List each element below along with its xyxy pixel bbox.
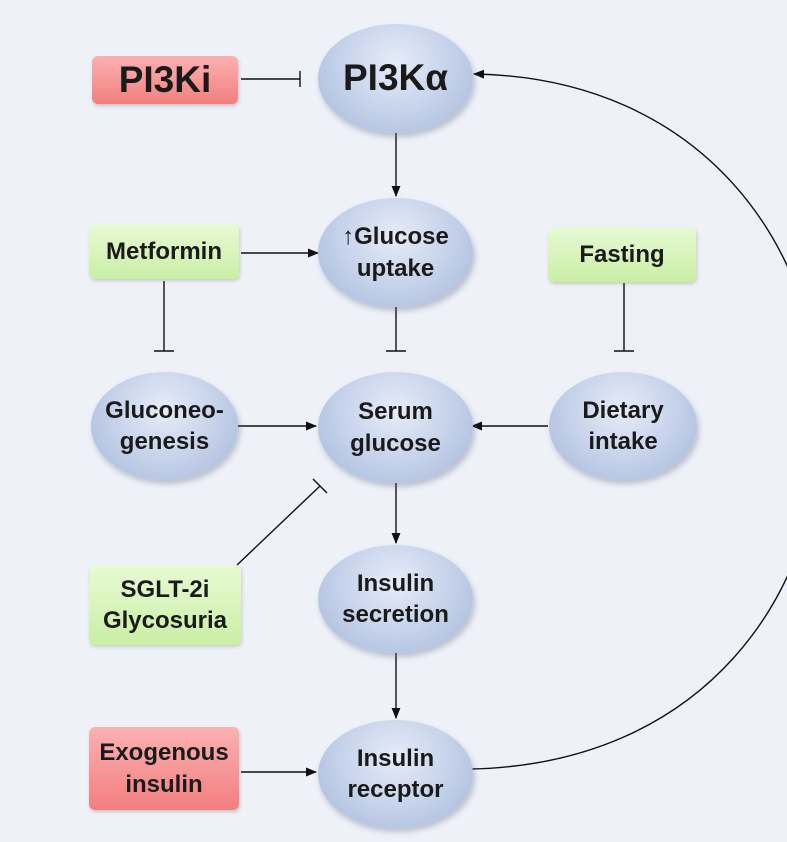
node-pi3ki-label: PI3Ki (118, 58, 212, 100)
up-arrow-icon: ↑ (342, 223, 355, 251)
node-exogenous-insulin: Exogenous insulin (89, 727, 239, 810)
node-glucose-uptake: ↑Glucose uptake (318, 198, 473, 307)
node-dietary-intake-label: Dietary intake (582, 396, 664, 455)
node-glucose-uptake-content: ↑Glucose uptake (342, 221, 449, 283)
node-sglt2i: SGLT-2i Glycosuria (89, 565, 241, 645)
node-dietary-intake: Dietary intake (549, 372, 697, 480)
edge-sglt2i-inhibits-serum-glucose-bar (312, 478, 328, 494)
node-sglt2i-label: SGLT-2i Glycosuria (102, 575, 228, 634)
node-fasting-label: Fasting (579, 240, 665, 268)
node-metformin-label: Metformin (106, 237, 222, 265)
node-fasting: Fasting (548, 227, 696, 282)
node-insulin-secretion-label: Insulin secretion (342, 569, 449, 628)
node-serum-glucose-label: Serum glucose (350, 398, 441, 457)
edge-insulin-receptor-feedback-to-pi3ka (469, 69, 787, 770)
node-insulin-receptor: Insulin receptor (318, 720, 473, 828)
node-insulin-secretion: Insulin secretion (318, 545, 473, 653)
node-pi3ki: PI3Ki (92, 56, 238, 104)
node-glucose-uptake-label: Glucose uptake (354, 223, 449, 282)
node-serum-glucose: Serum glucose (318, 372, 473, 483)
node-pi3ka-label: PI3Kα (342, 57, 448, 99)
node-pi3ka: PI3Kα (318, 24, 473, 133)
node-insulin-receptor-label: Insulin receptor (347, 744, 444, 803)
node-gluconeogenesis-label: Gluconeo- genesis (105, 396, 224, 455)
node-metformin: Metformin (89, 224, 239, 279)
node-exogenous-insulin-label: Exogenous insulin (99, 739, 229, 798)
edge-sglt2i-inhibits-serum-glucose (236, 485, 321, 566)
node-gluconeogenesis: Gluconeo- genesis (91, 372, 238, 480)
